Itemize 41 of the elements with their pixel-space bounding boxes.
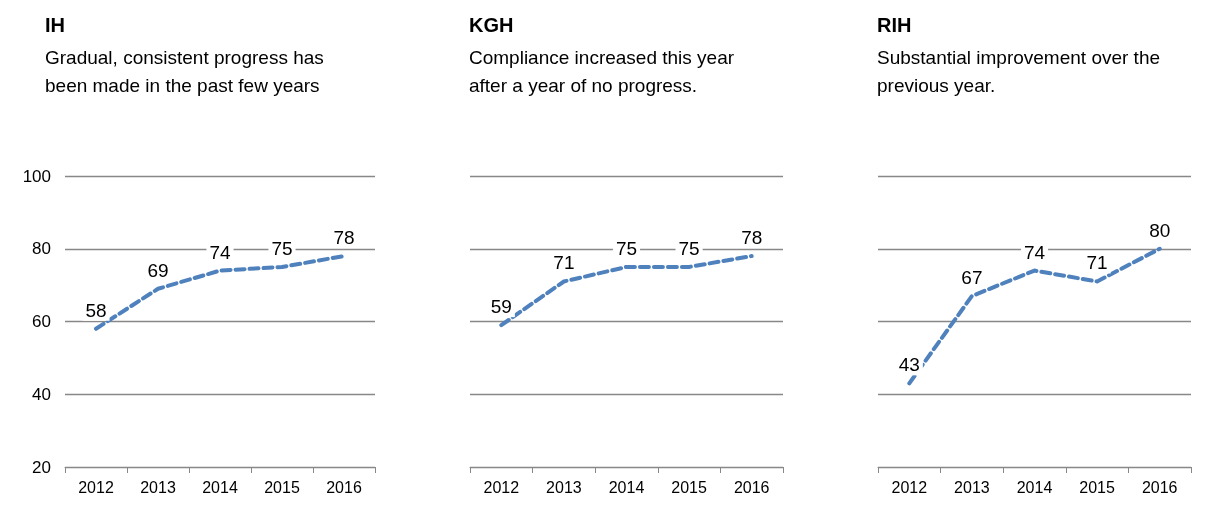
x-tick-label: 2015 bbox=[264, 478, 300, 496]
data-label: 74 bbox=[209, 241, 231, 263]
x-tick-label: 2016 bbox=[1141, 478, 1178, 496]
chart-title: KGH bbox=[469, 14, 514, 36]
x-tick-label: 2012 bbox=[78, 478, 114, 496]
data-label: 67 bbox=[961, 267, 983, 289]
x-tick-label: 2016 bbox=[326, 478, 362, 496]
x-tick-label: 2013 bbox=[140, 478, 176, 496]
data-label: 58 bbox=[85, 299, 107, 321]
x-tick-label: 2015 bbox=[671, 478, 707, 496]
data-label: 75 bbox=[271, 237, 293, 259]
data-label: 71 bbox=[553, 252, 575, 274]
x-tick-label: 2014 bbox=[202, 478, 238, 496]
y-tick-label: 100 bbox=[22, 166, 51, 186]
x-tick-label: 2015 bbox=[1079, 478, 1115, 496]
data-label: 71 bbox=[1086, 252, 1108, 274]
x-tick-label: 2013 bbox=[954, 478, 990, 496]
y-tick-label: 80 bbox=[32, 239, 51, 259]
data-label: 74 bbox=[1023, 241, 1046, 263]
data-label: 78 bbox=[333, 227, 355, 249]
x-tick-label: 2013 bbox=[546, 478, 582, 496]
y-tick-label: 60 bbox=[32, 312, 51, 331]
data-label: 43 bbox=[898, 354, 920, 376]
chart-subtitle: Substantial improvement over the previous year. bbox=[877, 46, 1166, 96]
y-tick-label: 20 bbox=[32, 457, 51, 477]
data-label: 75 bbox=[678, 237, 700, 259]
x-tick-label: 2012 bbox=[483, 478, 520, 496]
y-tick-label: 40 bbox=[32, 384, 51, 404]
chart-subtitle: Compliance increased this year after a year of no progress. bbox=[469, 46, 740, 96]
data-label: 75 bbox=[615, 237, 638, 259]
x-tick-label: 2012 bbox=[891, 478, 928, 496]
chart-subtitle: Gradual, consistent progress has been made in the past few years bbox=[45, 46, 330, 96]
data-label: 59 bbox=[490, 296, 512, 318]
x-tick-label: 2014 bbox=[1016, 478, 1053, 496]
x-tick-label: 2014 bbox=[608, 478, 645, 496]
data-label: 69 bbox=[147, 259, 169, 281]
data-label: 80 bbox=[1149, 219, 1171, 241]
chart-title: RIH bbox=[877, 14, 912, 36]
chart-title: IH bbox=[45, 14, 65, 36]
x-tick-label: 2016 bbox=[733, 478, 770, 496]
data-label: 78 bbox=[741, 227, 763, 249]
